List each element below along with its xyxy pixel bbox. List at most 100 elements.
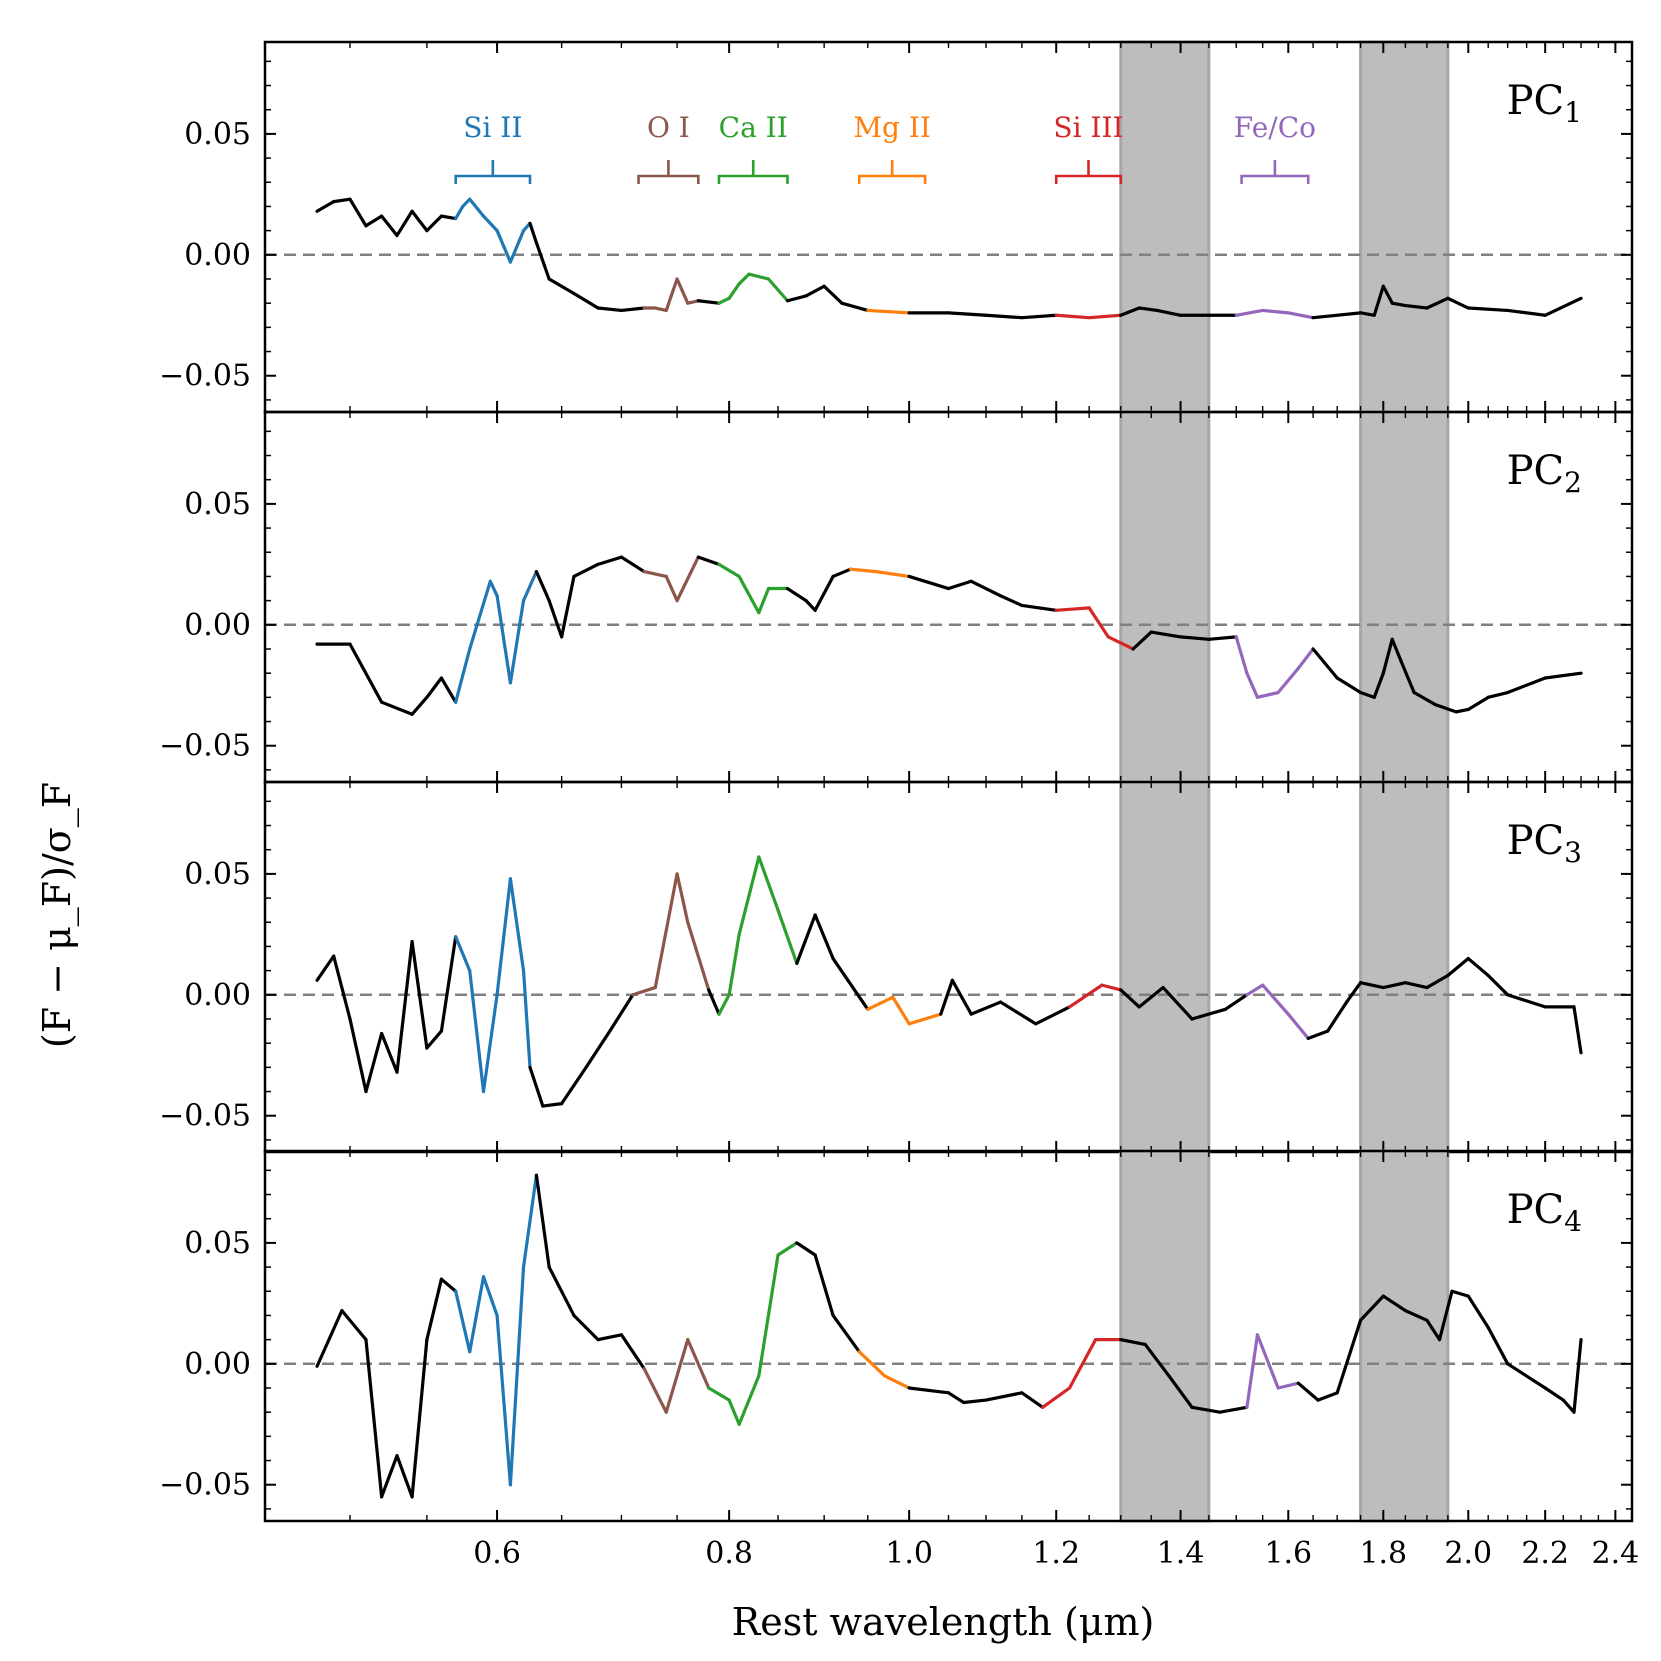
spectrum-segment (946, 579, 973, 591)
spectrum-segment (950, 978, 973, 1016)
spectrum-segment (874, 570, 911, 579)
spectrum-segment (1390, 637, 1403, 663)
spectrum-segment (425, 214, 444, 233)
spectrum-segment (1261, 983, 1290, 1016)
spectrum-segment (1261, 308, 1290, 315)
spectrum-segment (315, 1309, 344, 1368)
feature-label: Fe/Co (1234, 111, 1316, 144)
panel-3: 0.05 0.00 −0.05 PC3 (159, 780, 1634, 1154)
spectrum-segment (1100, 983, 1123, 992)
feature-label: O I (647, 111, 690, 144)
spectrum-segment (857, 1350, 887, 1378)
spectrum-segment (642, 1367, 668, 1414)
x-tick-label: 2.0 (1444, 1536, 1492, 1571)
spectrum-segment (1425, 296, 1450, 310)
spectrum-segment (468, 579, 492, 651)
spectrum-segment (1020, 313, 1058, 320)
spectrum-segment (1358, 311, 1376, 317)
feature-bracket (454, 160, 532, 184)
spectrum-segment (866, 308, 911, 315)
spectrum-segment (380, 1031, 399, 1074)
telluric-band (1119, 40, 1211, 414)
spectrum-segment (439, 1277, 458, 1293)
spectrum-segment (380, 214, 399, 238)
spectrum-segment (984, 1391, 1024, 1402)
spectrum-segment (1255, 1333, 1280, 1390)
spectrum-segment (332, 954, 352, 1021)
spectrum-segment (1358, 1294, 1385, 1322)
spectrum-segment (984, 313, 1024, 320)
panel-label: PC4 (1507, 1187, 1582, 1238)
spectrum-segment (747, 272, 771, 281)
spectrum-segment (776, 1241, 799, 1257)
x-tick-label: 1.0 (885, 1536, 933, 1571)
spectrum-segment (461, 197, 472, 209)
spectrum-segment (1054, 606, 1091, 612)
spectrum-segment (849, 567, 878, 574)
spectrum-segment (1399, 659, 1416, 695)
spectrum-segment (348, 197, 368, 228)
spectrum-segment (454, 1289, 472, 1354)
panel-label: PC1 (1507, 78, 1582, 129)
spectrum-segment (653, 306, 668, 313)
spectrum-segment (686, 1338, 711, 1390)
y-tick-label: 0.05 (184, 857, 251, 892)
spectrum-segment (1149, 630, 1183, 639)
spectrum-segment (1390, 301, 1408, 308)
spectrum-segment (572, 562, 600, 579)
spectrum-segment (481, 214, 499, 233)
spectrum-segment (664, 574, 679, 603)
spectrum-segment (1234, 635, 1249, 675)
spectrum-segment (1466, 1294, 1490, 1330)
spectrum-segment (1020, 1391, 1045, 1409)
spectrum-segment (1178, 635, 1211, 641)
spectrum-segment (866, 995, 895, 1011)
spectrum-segment (1087, 606, 1110, 639)
spectrum-segment (410, 1338, 429, 1499)
spectrum-segment (541, 1102, 564, 1108)
spectrum-segment (534, 570, 551, 603)
panel-label: PC2 (1507, 448, 1582, 499)
spectrum-segment (1306, 1029, 1330, 1040)
spectrum-segment (1119, 988, 1141, 1009)
spectrum-segment (757, 586, 771, 615)
spectrum-segment (1381, 637, 1394, 675)
spectrum-segment (757, 1253, 780, 1378)
spectrum-segment (364, 1031, 384, 1094)
spectrum-segment (481, 993, 499, 1094)
spectrum-segment (1403, 981, 1429, 990)
x-tick-label: 1.4 (1157, 1536, 1205, 1571)
spectrum-segment (1286, 311, 1315, 320)
spectrum-segment (840, 301, 870, 313)
spectrum-segment (1403, 303, 1429, 310)
spectrum-segment (998, 1000, 1038, 1026)
x-axis: 0.6 0.8 1.0 1.2 1.4 1.6 1.8 2.0 2.2 2.4 (473, 1536, 1639, 1571)
spectrum-segment (1543, 296, 1583, 317)
spectrum-segment (1245, 1333, 1260, 1409)
spectrum-segment (439, 676, 458, 704)
panel-1: 0.05 0.00 −0.05 PC1 Si II O I Ca II Mg II Si III… (159, 40, 1634, 414)
spectrum-segment (1450, 1289, 1470, 1298)
panel-label: PC3 (1507, 818, 1582, 869)
spectrum-segment (1486, 973, 1510, 997)
spectrum-segment (717, 296, 731, 305)
spectrum-segment (1372, 671, 1385, 699)
x-tick-label: 2.4 (1592, 1536, 1640, 1571)
spectrum-segment (425, 1029, 444, 1050)
x-tick-label: 2.2 (1521, 1536, 1569, 1571)
spectrum-segment (1041, 1386, 1072, 1409)
spectrum-segment (717, 562, 741, 579)
spectrum-segment (1381, 284, 1394, 305)
spectrum-segment (572, 291, 600, 310)
feature-bracket (1240, 160, 1310, 184)
spectrum-segment (1137, 985, 1165, 1009)
spectrum-segment (468, 969, 486, 1094)
spectrum-segment (969, 1000, 1003, 1016)
spectrum-segment (395, 1454, 414, 1499)
y-tick-label: −0.05 (159, 1468, 251, 1503)
spectrum-segment (1506, 993, 1547, 1009)
spectrum-segment (1381, 1294, 1408, 1313)
spectrum-segment (1326, 1000, 1349, 1033)
spectrum-segment (1067, 1338, 1098, 1390)
spectrum-segment (1425, 1318, 1442, 1342)
